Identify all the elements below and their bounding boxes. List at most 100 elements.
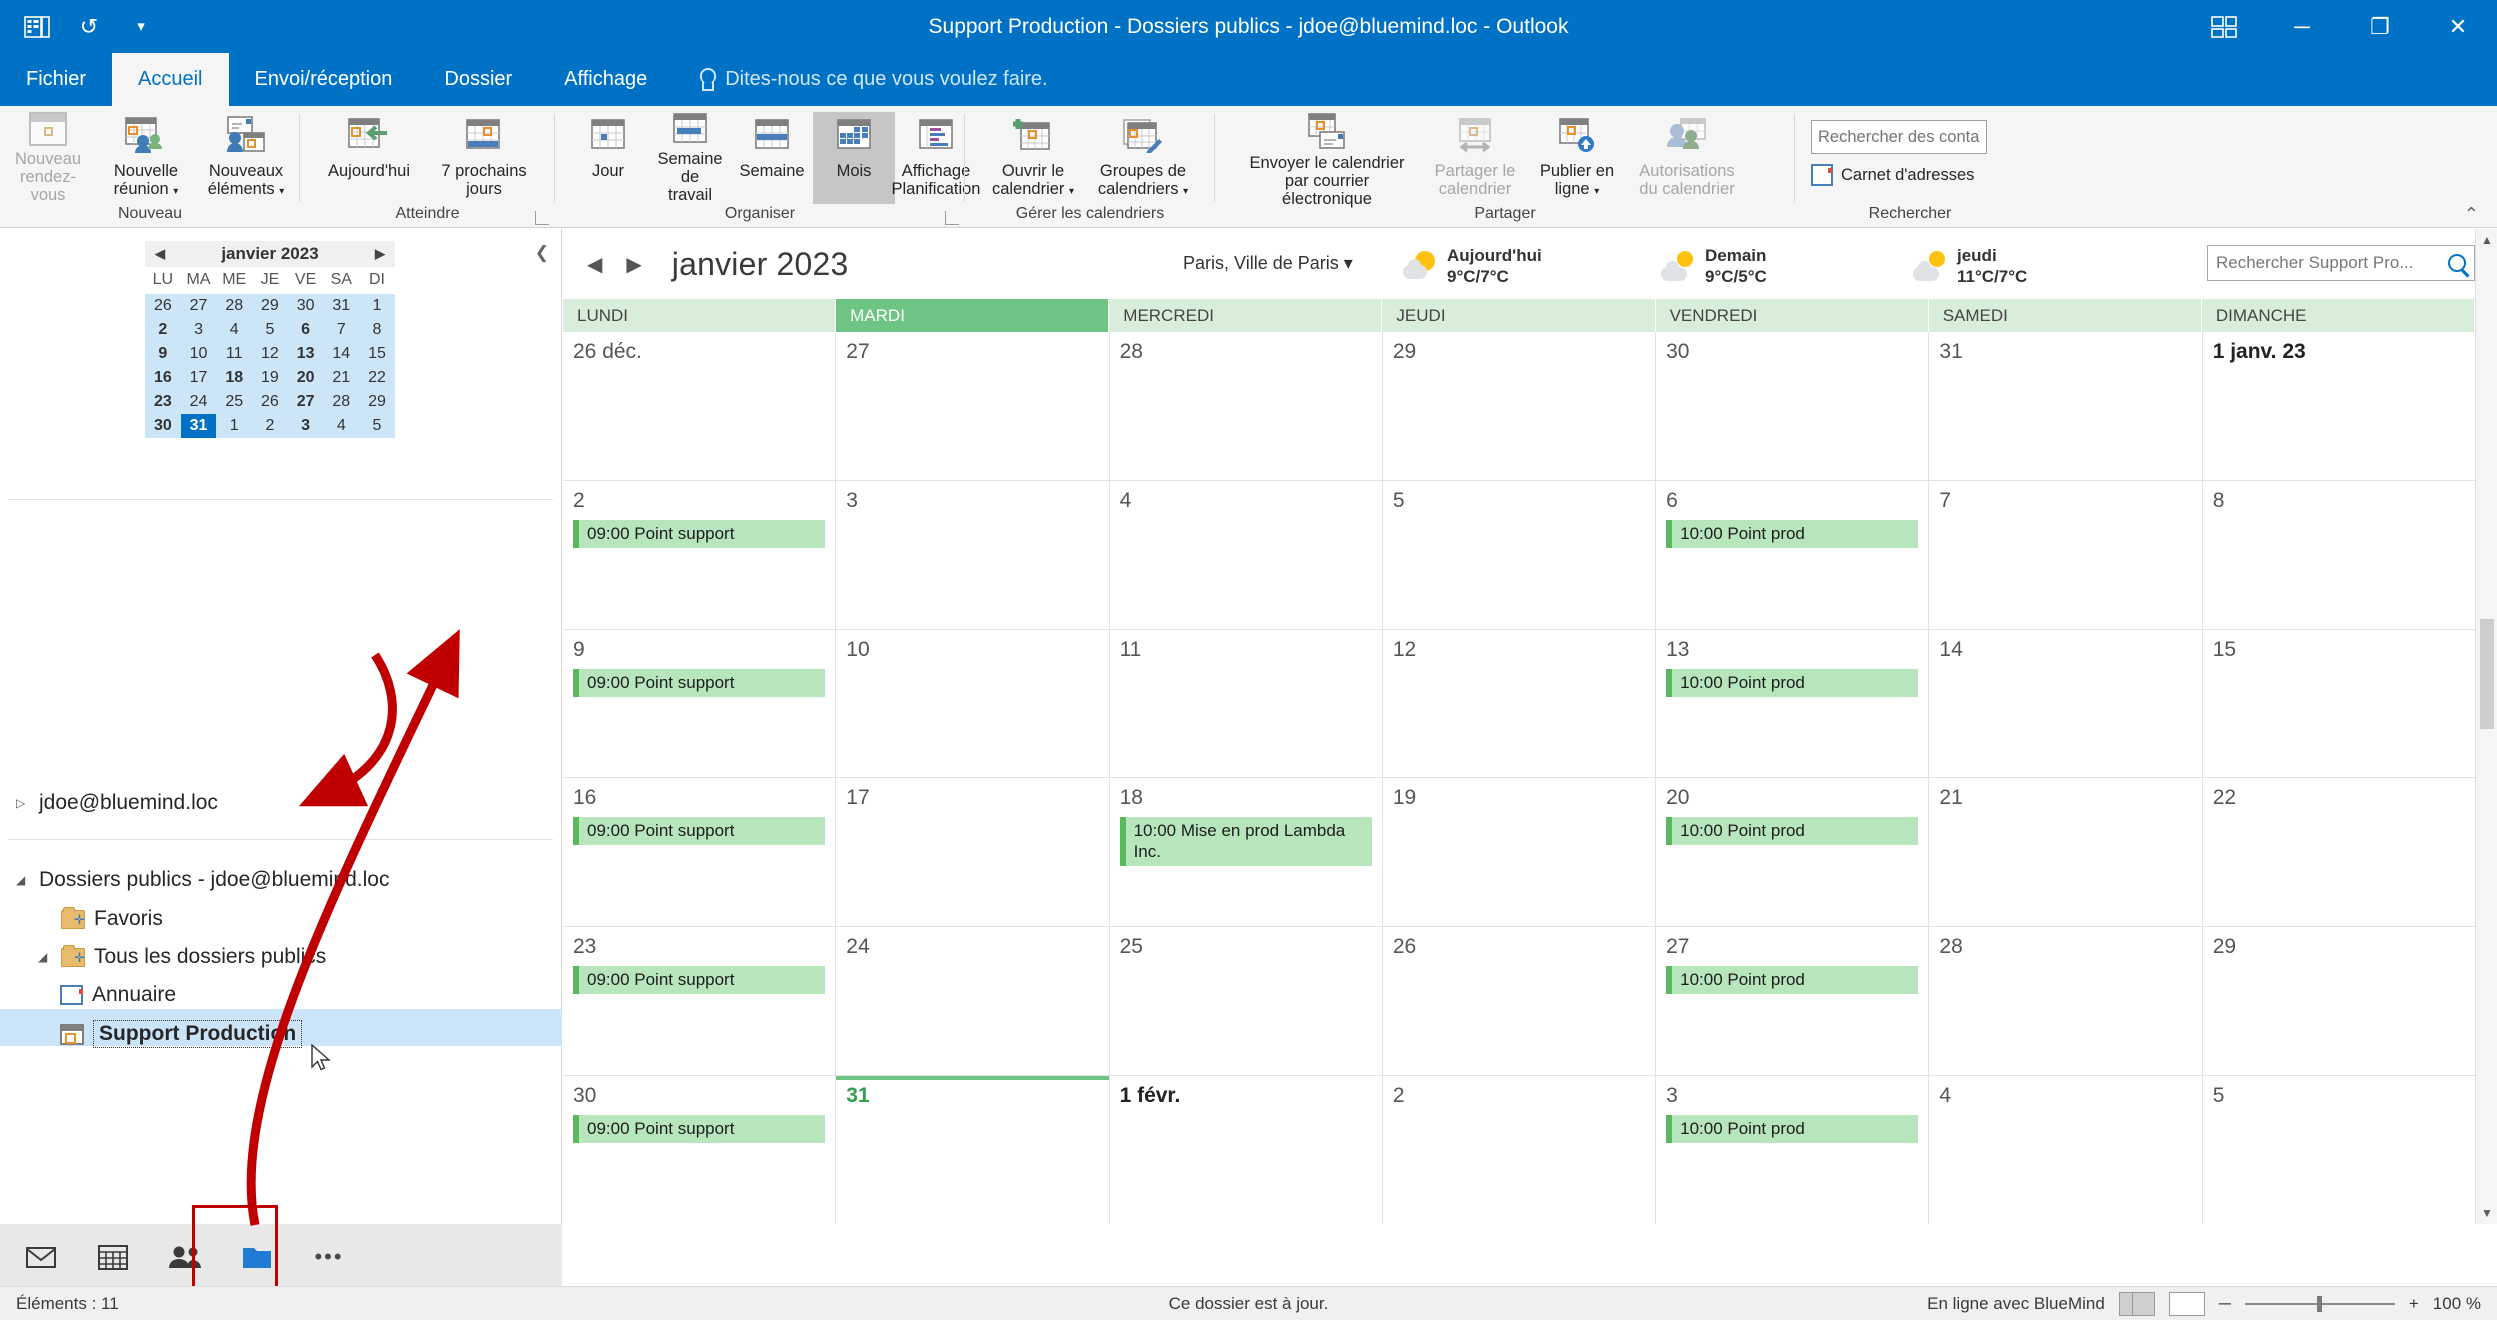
mini-calendar-day[interactable]: 8 [372,321,382,338]
tab-accueil[interactable]: Accueil [112,53,229,106]
calendar-event[interactable]: 10:00 Point prod [1666,1115,1919,1144]
mini-calendar-prev-button[interactable]: ◀ [155,246,165,261]
calendar-next-button[interactable]: ▶ [626,253,642,276]
calendar-day-cell[interactable]: 27 [836,332,1110,480]
calendar-day-cell[interactable]: 1 janv. 23 [2203,332,2475,480]
calendar-day-cell[interactable]: 22 [2203,778,2475,926]
normal-view-button[interactable] [2118,1291,2155,1316]
mini-calendar-day[interactable]: 18 [225,369,244,386]
calendar-event[interactable]: 09:00 Point support [573,519,826,548]
calendar-day-cell[interactable]: 7 [1929,480,2203,629]
calendar-day-cell[interactable]: 24 [836,927,1110,1076]
share-calendar-button[interactable]: Partager le calendrier [1423,112,1527,204]
work-week-view-button[interactable]: Semaine de travail [649,112,731,204]
calendar-day-cell[interactable]: 14 [1929,629,2203,778]
calendar-day-cell[interactable]: 29 [1383,332,1657,480]
calendar-day-cell[interactable]: 31 [1929,332,2203,480]
tab-fichier[interactable]: Fichier [26,68,87,90]
calendar-groups-button[interactable]: Groupes de calendriers ▾ [1087,112,1199,204]
mini-calendar-day[interactable]: 12 [261,345,279,362]
organiser-dialog-launcher[interactable] [945,211,959,225]
calendar-day-cell[interactable]: 19 [1383,778,1657,927]
calendar-day-cell[interactable]: 26 [1383,927,1657,1076]
open-calendar-button[interactable]: Ouvrir le calendrier ▾ [979,112,1087,204]
calendar-day-cell[interactable]: 10 [836,629,1110,778]
zoom-out-button[interactable]: ─ [2218,1293,2231,1313]
calendar-day-cell[interactable]: 30 [1656,332,1930,480]
calendar-event[interactable]: 09:00 Point support [573,1115,826,1144]
calendar-day-cell[interactable]: 17 [836,778,1110,927]
mini-calendar-day[interactable]: 1 [372,297,382,314]
tab-envoi-reception[interactable]: Envoi/réception [254,68,393,90]
calendar-day-cell[interactable]: 9 09:00 Point support [563,629,837,778]
mini-calendar-day[interactable]: 23 [153,393,172,410]
mini-calendar-day[interactable]: 3 [301,417,311,434]
mini-calendar-day[interactable]: 2 [265,417,275,434]
calendar-event[interactable]: 09:00 Point support [573,668,826,697]
mini-calendar-day[interactable]: 20 [296,369,315,386]
reading-view-button[interactable] [2168,1291,2205,1316]
maximize-button[interactable]: ❐ [2370,13,2390,39]
calendar-day-cell[interactable]: 29 [2203,927,2475,1075]
mini-calendar-day[interactable]: 30 [296,297,315,314]
minimize-button[interactable]: ─ [2294,13,2310,39]
new-appointment-button[interactable]: Nouveau rendez-vous [0,112,96,204]
outlook-icon[interactable] [22,12,52,42]
calendar-day-cell[interactable]: 25 [1110,927,1383,1076]
customize-qat-icon[interactable]: ▾ [137,18,145,35]
scroll-down-button[interactable]: ▼ [2481,1206,2493,1220]
mini-calendar-day[interactable]: 29 [368,393,386,410]
calendar-day-cell[interactable]: 16 09:00 Point support [563,778,837,927]
calendar-day-cell[interactable]: 28 [1929,927,2203,1076]
calendar-day-cell[interactable]: 5 [1383,480,1657,629]
atteindre-dialog-launcher[interactable] [535,211,549,225]
collapse-ribbon-button[interactable]: ⌃ [2463,204,2479,224]
mini-calendar-day[interactable]: 1 [229,417,239,434]
mini-calendar-day[interactable]: 28 [332,393,351,410]
expander-icon[interactable]: ◢ [16,873,26,887]
mini-calendar-day[interactable]: 26 [153,297,172,314]
day-view-button[interactable]: Jour [567,112,649,204]
calendar-event[interactable]: 10:00 Point prod [1666,668,1919,697]
schedule-view-button[interactable]: Affichage Planification [892,112,981,204]
weather-today[interactable]: Aujourd'hui 9°C/7°C [1403,245,1542,287]
mini-calendar-day[interactable]: 5 [372,417,382,434]
mini-calendar-day[interactable]: 29 [261,297,279,314]
calendar-day-cell[interactable]: 15 [2203,630,2475,778]
calendar-event[interactable]: 10:00 Point prod [1666,966,1919,995]
folders-nav-icon[interactable] [238,1241,276,1273]
mini-calendar-day[interactable]: 28 [225,297,244,314]
tree-item-favoris[interactable]: Favoris [38,906,163,931]
mini-calendar-day[interactable]: 15 [368,345,386,362]
tree-item-annuaire[interactable]: Annuaire [60,983,176,1007]
today-button[interactable]: Aujourd'hui [314,112,424,204]
calendar-nav-icon[interactable] [94,1241,132,1273]
calendar-day-cell[interactable]: 31 [836,1076,1110,1224]
mini-calendar-day[interactable]: 27 [189,297,208,314]
tab-affichage[interactable]: Affichage [564,68,648,90]
calendar-event[interactable]: 09:00 Point support [573,966,826,995]
calendar-day-cell[interactable]: 20 10:00 Point prod [1656,778,1930,927]
calendar-day-cell[interactable]: 1 févr. [1110,1076,1383,1224]
calendar-day-cell[interactable]: 2 09:00 Point support [563,480,837,629]
mini-calendar-day[interactable]: 25 [225,393,244,410]
calendar-event[interactable]: 09:00 Point support [573,817,826,846]
mini-calendar-next-button[interactable]: ▶ [374,246,385,261]
calendar-day-cell[interactable]: 21 [1929,778,2203,927]
calendar-event[interactable]: 10:00 Point prod [1666,519,1919,548]
calendar-vertical-scrollbar[interactable]: ▲ ▼ [2475,229,2497,1224]
zoom-in-button[interactable]: + [2408,1293,2419,1313]
calendar-search-box[interactable]: Rechercher Support Pro... [2207,245,2475,281]
collapse-folder-pane-button[interactable]: ❮ [534,243,549,262]
mini-calendar-day[interactable]: 19 [261,369,279,386]
search-contacts-input[interactable] [1811,120,1987,154]
mini-calendar-day[interactable]: 27 [296,393,315,410]
scroll-up-button[interactable]: ▲ [2481,233,2493,247]
mini-calendar-day[interactable]: 11 [225,345,243,362]
mini-calendar-day[interactable]: 9 [158,345,168,362]
new-meeting-button[interactable]: Nouvelle réunion ▾ [96,112,196,204]
mini-calendar-day[interactable]: 24 [189,393,208,410]
mini-calendar-day[interactable]: 6 [301,321,311,338]
mini-calendar-day[interactable]: 30 [153,417,172,434]
mini-calendar-day[interactable]: 13 [296,345,315,362]
